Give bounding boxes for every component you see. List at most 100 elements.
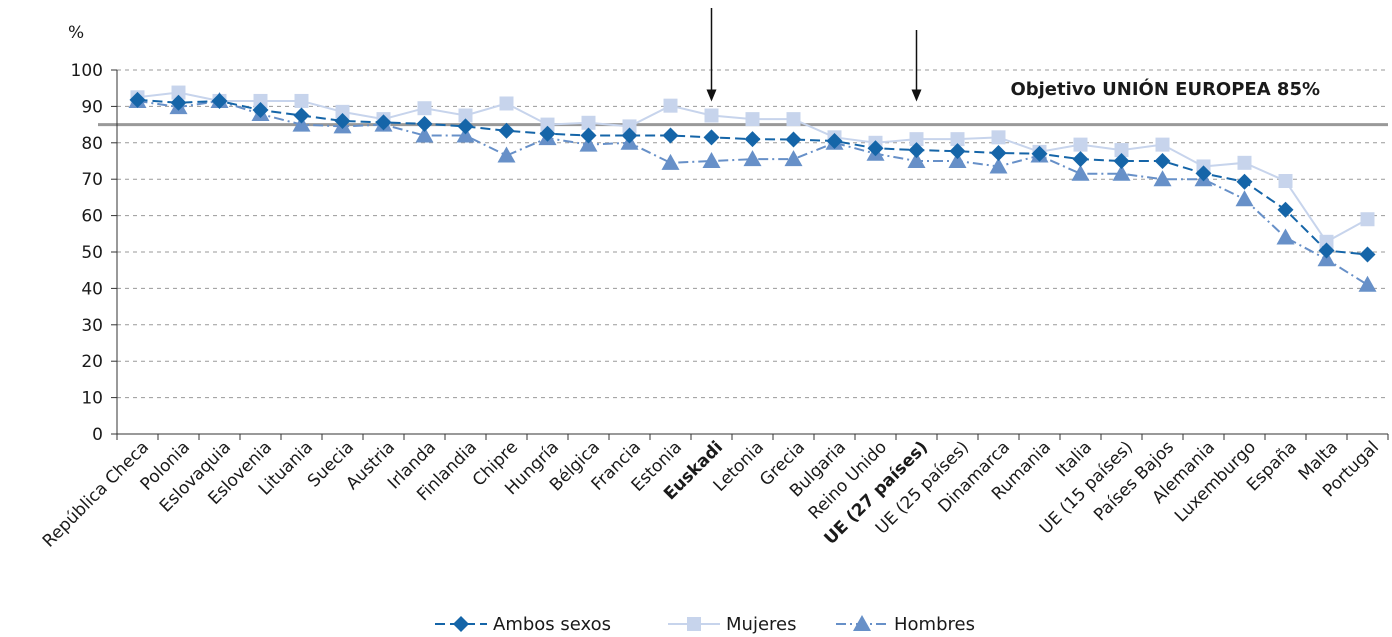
data-point: [579, 135, 598, 152]
data-point: [989, 157, 1008, 174]
data-point: [1114, 143, 1129, 158]
data-point: [417, 101, 432, 116]
data-point: [456, 126, 475, 143]
data-point: [1318, 242, 1335, 259]
y-tick-label: 70: [81, 170, 103, 190]
gridlines: [117, 69, 1388, 399]
x-tick-label: República Checa: [39, 437, 153, 551]
legend: Ambos sexos Mujeres Hombres: [435, 614, 975, 635]
data-point: [745, 112, 760, 127]
data-point: [375, 114, 392, 131]
series-Ambos sexos: [129, 91, 1376, 263]
data-point: [129, 91, 146, 108]
y-tick-label: 90: [81, 97, 103, 117]
data-point: [743, 150, 762, 167]
data-point: [1073, 137, 1088, 152]
data-point: [703, 129, 720, 146]
data-point: [334, 112, 351, 129]
data-point: [744, 131, 761, 148]
data-point: [292, 115, 311, 132]
data-point: [457, 118, 474, 135]
data-point: [1072, 151, 1089, 168]
data-point: [335, 104, 350, 119]
data-point: [171, 85, 186, 100]
legend-label: Hombres: [894, 614, 975, 635]
y-tick-label: 80: [81, 134, 103, 154]
data-point: [908, 142, 925, 159]
data-point: [663, 98, 678, 113]
data-point: [1153, 170, 1172, 187]
data-point: [211, 92, 228, 109]
data-point: [1237, 155, 1252, 170]
data-point: [1155, 137, 1170, 152]
data-point: [907, 152, 926, 168]
data-point: [539, 125, 556, 142]
data-point: [416, 115, 433, 132]
data-point: [458, 108, 473, 123]
data-point: [1113, 153, 1130, 169]
data-point: [1195, 165, 1212, 182]
data-point: [540, 117, 555, 132]
y-tick-label: 100: [71, 61, 103, 81]
arrows: [706, 8, 922, 102]
y-tick-label: 30: [81, 316, 103, 336]
arrow-head: [706, 89, 717, 102]
data-point: [784, 150, 803, 167]
data-point: [1236, 173, 1253, 190]
series-group: [128, 85, 1377, 292]
data-point: [1235, 190, 1254, 207]
data-point: [498, 122, 515, 139]
y-tick-label: 20: [81, 352, 103, 372]
data-point: [661, 153, 680, 170]
data-point: [702, 152, 721, 168]
data-point: [1358, 275, 1377, 292]
y-tick-label: 10: [81, 389, 103, 409]
series-Mujeres: [130, 85, 1375, 249]
y-tick-label: 0: [92, 425, 103, 445]
data-point: [662, 127, 679, 144]
data-point: [991, 130, 1006, 145]
legend-label: Mujeres: [726, 614, 796, 635]
data-point: [415, 126, 434, 143]
data-point: [170, 94, 187, 111]
legend-label: Ambos sexos: [493, 614, 611, 635]
data-point: [621, 127, 638, 144]
y-axis-label: %: [68, 23, 84, 43]
data-point: [785, 131, 802, 148]
data-point: [253, 93, 268, 108]
data-point: [1277, 201, 1294, 218]
data-point: [949, 143, 966, 160]
data-point: [909, 132, 924, 147]
data-point: [867, 140, 884, 157]
data-point: [1071, 164, 1090, 181]
series-line: [137, 99, 1369, 286]
data-point: [1360, 212, 1375, 227]
data-point: [704, 108, 719, 123]
data-point: [252, 102, 269, 119]
data-point: [293, 107, 310, 124]
data-point: [948, 152, 967, 168]
legend-marker: [453, 616, 469, 632]
data-point: [786, 112, 801, 127]
data-point: [580, 127, 597, 144]
data-point: [622, 119, 637, 134]
data-point: [1276, 228, 1295, 245]
y-axis-ticks: 0 10 20 30 40 50 60 70 80 90 100: [71, 61, 117, 445]
data-point: [499, 96, 514, 111]
legend-marker: [687, 617, 701, 631]
target-label: Objetivo UNIÓN EUROPEA 85%: [1010, 78, 1320, 100]
y-tick-label: 40: [81, 279, 103, 299]
data-point: [497, 146, 516, 163]
x-axis-ticks: República ChecaPoloniaEslovaquiaEsloveni…: [39, 434, 1389, 551]
arrow-head: [911, 89, 922, 102]
data-point: [1278, 174, 1293, 189]
data-point: [1154, 153, 1171, 169]
data-point: [950, 132, 965, 147]
legend-marker: [853, 615, 871, 631]
data-point: [294, 93, 309, 108]
data-point: [1319, 234, 1334, 249]
data-point: [1031, 145, 1048, 162]
data-point: [581, 115, 596, 130]
y-tick-label: 50: [81, 243, 103, 263]
